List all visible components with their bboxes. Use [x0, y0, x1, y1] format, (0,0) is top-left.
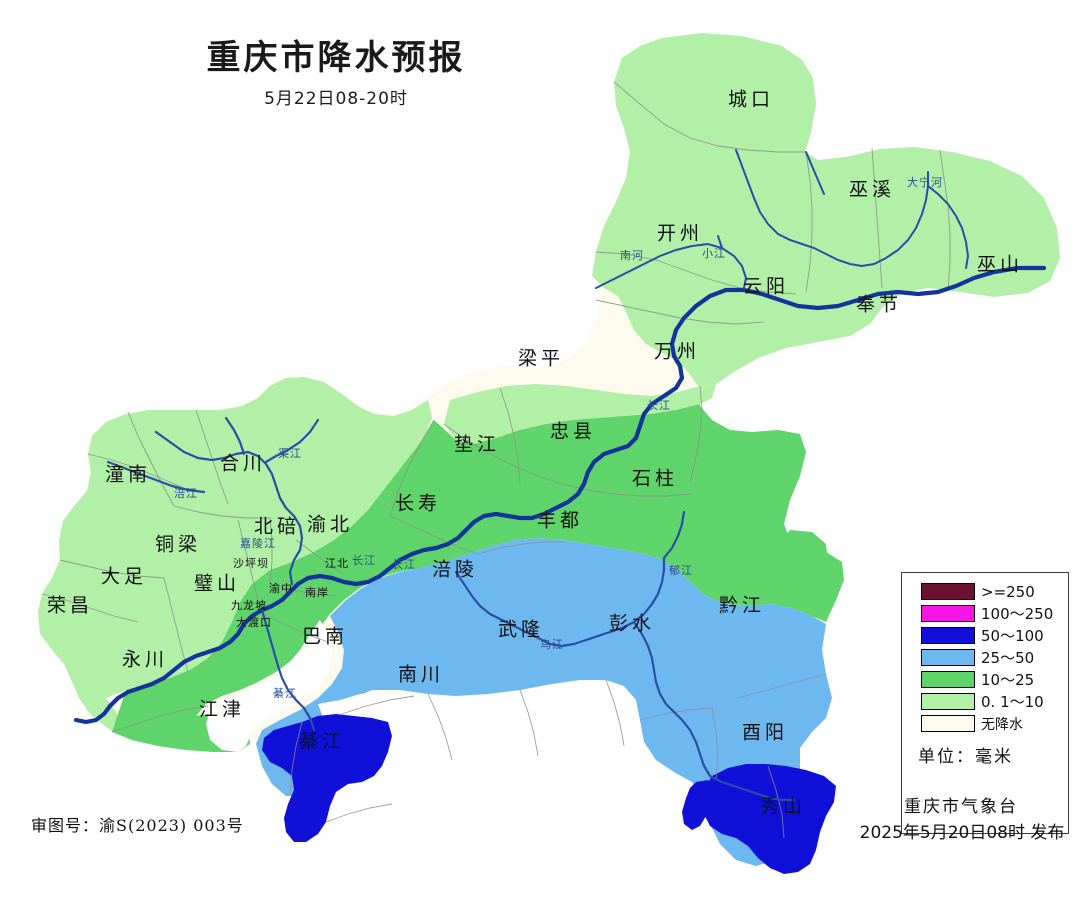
legend-swatch: [921, 693, 975, 710]
legend-swatch: [921, 627, 975, 644]
county-label: 大足: [100, 565, 148, 588]
county-label: 綦江: [298, 730, 346, 753]
river-label: 乌江: [540, 638, 564, 651]
legend-row: 10～25: [902, 669, 1068, 690]
county-label: 南岸: [305, 586, 329, 599]
legend-swatch: [921, 671, 975, 688]
county-label: 长寿: [394, 492, 442, 515]
legend-box: >=250 100～250 50～100 25～50 10～25 0. 1～10 无降水 单…: [901, 572, 1069, 834]
river-label: 涪江: [174, 487, 198, 500]
legend-row: 无降水: [902, 713, 1068, 734]
river-label: 南河: [620, 249, 644, 262]
legend-label: 10～25: [981, 671, 1035, 689]
river-label: 长江: [352, 554, 376, 567]
county-label: 黔江: [718, 594, 766, 617]
legend-label: 0. 1～10: [981, 693, 1044, 711]
river-label: 大宁河: [907, 176, 943, 189]
page-title: 重庆市降水预报: [206, 38, 466, 78]
river-label: 长江: [647, 399, 671, 412]
county-label: 沙坪坝: [233, 557, 269, 570]
legend-row: 100～250: [902, 603, 1068, 624]
river-jialing: [106, 416, 320, 586]
legend-row: 0. 1～10: [902, 691, 1068, 712]
county-label: 璧山: [193, 572, 241, 595]
page-subtitle: 5月22日08-20时: [264, 89, 408, 109]
county-label: 渝北: [306, 513, 354, 536]
legend-row: 50～100: [902, 625, 1068, 646]
map-review-number: 审图号：渝S(2023) 003号: [31, 816, 244, 835]
county-label: 巫山: [976, 253, 1024, 276]
county-label: 巫溪: [848, 178, 896, 201]
river-qijiang: [260, 608, 316, 732]
legend-label: 无降水: [981, 716, 1023, 733]
county-label: 大渡口: [236, 616, 272, 629]
issuer-name: 重庆市气象台: [904, 797, 1018, 817]
county-label: 合川: [219, 452, 267, 475]
county-label: 彭水: [608, 612, 656, 635]
legend-label: 25～50: [981, 649, 1035, 667]
county-boundaries: [41, 81, 951, 839]
legend-unit: 单位：毫米: [918, 747, 1013, 767]
river-label: 綦江: [273, 687, 297, 700]
county-label: 忠县: [549, 420, 597, 443]
band-25-50: [206, 538, 832, 866]
river-label: 长江: [392, 558, 416, 571]
county-label: 江北: [325, 557, 349, 570]
county-label: 秀山: [759, 795, 807, 818]
county-label: 九龙坡: [231, 599, 267, 612]
county-label: 巴南: [301, 625, 349, 648]
county-label: 酉阳: [741, 721, 789, 744]
county-label: 铜梁: [154, 533, 202, 556]
river-label: 嘉陵江: [240, 537, 276, 550]
legend-swatch: [921, 605, 975, 622]
county-label: 武隆: [497, 618, 545, 641]
legend-row: 25～50: [902, 647, 1068, 668]
issue-datetime: 2025年5月20日08时 发布: [859, 823, 1065, 843]
legend-swatch: [921, 715, 975, 732]
county-label: 石柱: [631, 467, 679, 490]
county-label: 奉节: [855, 293, 903, 316]
county-label: 渝中: [269, 582, 293, 595]
county-label: 梁平: [517, 347, 565, 370]
county-label: 潼南: [104, 463, 152, 486]
county-label: 丰都: [536, 509, 584, 532]
county-label: 开州: [656, 222, 704, 245]
legend-label: 50～100: [981, 627, 1044, 645]
county-label: 江津: [198, 698, 246, 721]
river-yangtze: [73, 265, 1047, 725]
river-label: 郁江: [669, 564, 693, 577]
river-wujiang: [454, 510, 796, 802]
county-label: 云阳: [742, 275, 790, 298]
county-label: 垫江: [453, 433, 501, 456]
band-50-100: [262, 714, 836, 874]
legend-swatch: [921, 649, 975, 666]
river-northeast: [595, 149, 970, 289]
county-label: 南川: [397, 663, 445, 686]
county-label: 永川: [121, 648, 169, 671]
river-label: 渠江: [278, 447, 302, 460]
county-label: 涪陵: [431, 558, 479, 581]
county-label: 荣昌: [46, 594, 94, 617]
county-label: 城口: [727, 88, 775, 111]
legend-row: >=250: [902, 581, 1068, 602]
river-label: 小江: [702, 247, 726, 260]
county-label: 北碚: [253, 515, 301, 538]
legend-swatch: [921, 583, 975, 600]
county-label: 万州: [653, 340, 701, 363]
legend-label: >=250: [981, 582, 1035, 601]
legend-rows: >=250 100～250 50～100 25～50 10～25 0. 1～10 无降水: [902, 581, 1068, 734]
legend-label: 100～250: [981, 605, 1054, 623]
